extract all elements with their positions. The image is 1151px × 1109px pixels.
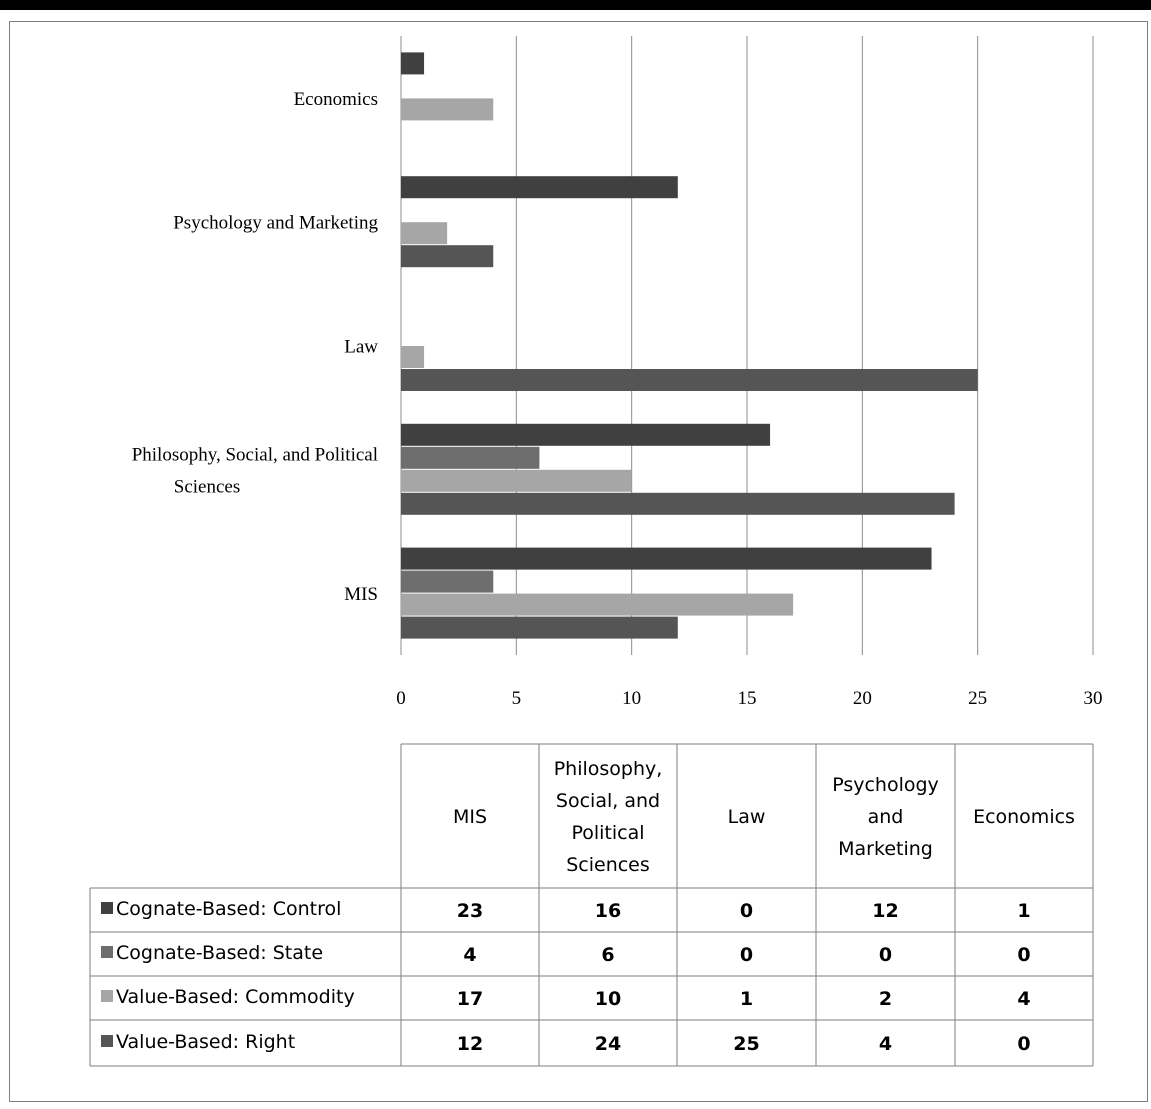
bars — [401, 52, 978, 639]
table-header-psychology-and-marketing: Psychology — [832, 774, 939, 796]
bar-economics-value-based-commodity — [401, 98, 494, 121]
category-label-philosophy-social-and-political-sciences: Sciences — [174, 476, 240, 497]
x-tick-label: 0 — [396, 688, 406, 709]
bar-philosophy-social-and-political-sciences-cognate-based-control — [401, 423, 771, 446]
table-header-psychology-and-marketing: Marketing — [838, 838, 933, 860]
bar-mis-value-based-right — [401, 616, 678, 639]
table-cell-value: 0 — [879, 944, 892, 966]
bar-philosophy-social-and-political-sciences-cognate-based-state — [401, 446, 540, 469]
legend-key-value-based-commodity — [101, 990, 113, 1002]
legend-label-cognate-based-control: Cognate-Based: Control — [116, 898, 341, 920]
table-cell-value: 4 — [463, 944, 476, 966]
bar-economics-cognate-based-control — [401, 52, 425, 75]
table-cell-value: 25 — [733, 1033, 759, 1055]
category-label-psychology-and-marketing: Psychology and Marketing — [173, 213, 378, 234]
bar-psychology-and-marketing-cognate-based-control — [401, 176, 678, 199]
table-cell-value: 1 — [740, 988, 753, 1010]
table-header-law: Law — [728, 806, 766, 828]
table-cell-value: 0 — [740, 900, 753, 922]
table-cell-value: 4 — [879, 1033, 892, 1055]
x-tick-label: 20 — [853, 688, 872, 709]
table-header-philosophy-social-and-political-sciences: Sciences — [566, 854, 650, 876]
table-cell-value: 24 — [595, 1033, 621, 1055]
legend-key-value-based-right — [101, 1035, 113, 1047]
legend-label-value-based-commodity: Value-Based: Commodity — [116, 986, 355, 1008]
category-label-economics: Economics — [294, 89, 378, 110]
legend-key-cognate-based-state — [101, 946, 113, 958]
table-cell-value: 12 — [457, 1033, 483, 1055]
table-header-economics: Economics — [973, 806, 1075, 828]
bar-mis-value-based-commodity — [401, 593, 794, 616]
table-cell-value: 10 — [595, 988, 621, 1010]
table-cell-value: 4 — [1017, 988, 1030, 1010]
legend-label-value-based-right: Value-Based: Right — [116, 1031, 295, 1053]
table-cell-value: 12 — [872, 900, 898, 922]
bar-psychology-and-marketing-value-based-right — [401, 245, 494, 268]
category-label-mis: MIS — [344, 584, 378, 605]
table-header-psychology-and-marketing: and — [868, 806, 904, 828]
bar-law-value-based-right — [401, 369, 978, 391]
table-header-philosophy-social-and-political-sciences: Social, and — [556, 790, 660, 812]
data-table: MIS Philosophy, Social, and Political Scienc… — [89, 743, 1094, 1067]
table-header-mis: MIS — [453, 806, 487, 828]
bar-philosophy-social-and-political-sciences-value-based-commodity — [401, 469, 632, 492]
table-cell-value: 16 — [595, 900, 621, 922]
bar-psychology-and-marketing-value-based-commodity — [401, 222, 448, 245]
x-tick-label: 15 — [738, 688, 757, 709]
bar-mis-cognate-based-control — [401, 547, 932, 570]
table-cell-value: 2 — [879, 988, 892, 1010]
category-label-philosophy-social-and-political-sciences: Philosophy, Social, and Political — [132, 444, 378, 465]
bar-law-value-based-commodity — [401, 346, 425, 368]
legend-key-cognate-based-control — [101, 902, 113, 914]
table-cell-value: 0 — [1017, 944, 1030, 966]
x-tick-label: 5 — [512, 688, 522, 709]
table-cell-value: 6 — [601, 944, 614, 966]
table-cell-value: 17 — [457, 988, 483, 1010]
x-tick-labels: 0 5 10 15 20 25 30 — [396, 688, 1102, 709]
table-cell-value: 1 — [1017, 900, 1030, 922]
category-labels: MIS Philosophy, Social, and Political Scie… — [132, 89, 379, 605]
table-header-philosophy-social-and-political-sciences: Political — [571, 822, 644, 844]
x-tick-label: 25 — [968, 688, 987, 709]
table-cell-value: 0 — [740, 944, 753, 966]
table-header-philosophy-social-and-political-sciences: Philosophy, — [554, 758, 663, 780]
x-tick-label: 30 — [1084, 688, 1103, 709]
legend-label-cognate-based-state: Cognate-Based: State — [116, 942, 323, 964]
x-tick-label: 10 — [622, 688, 641, 709]
category-label-law: Law — [344, 337, 378, 358]
bar-philosophy-social-and-political-sciences-value-based-right — [401, 492, 955, 515]
table-cell-value: 0 — [1017, 1033, 1030, 1055]
top-rule — [0, 0, 1151, 10]
bar-mis-cognate-based-state — [401, 570, 494, 593]
table-cell-value: 23 — [457, 900, 483, 922]
